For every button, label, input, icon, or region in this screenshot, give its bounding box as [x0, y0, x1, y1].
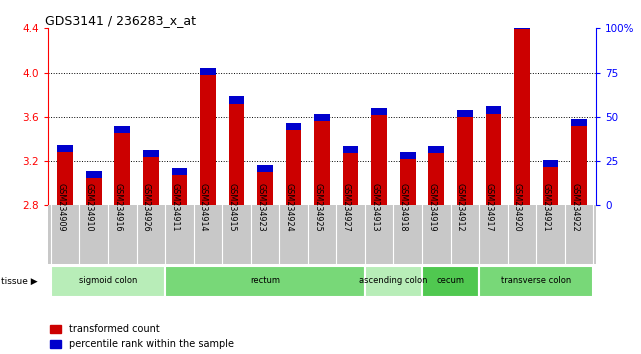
Bar [257, 165, 273, 172]
Bar [200, 75, 216, 205]
Text: GSM234917: GSM234917 [485, 183, 494, 232]
Bar [115, 133, 130, 205]
Bar [571, 119, 587, 126]
Bar [543, 160, 558, 167]
Bar [514, 22, 529, 29]
Bar [485, 107, 501, 114]
Text: GSM234927: GSM234927 [342, 183, 351, 232]
Bar [143, 156, 159, 205]
Bar [543, 167, 558, 205]
Bar [571, 126, 587, 205]
Text: GSM234919: GSM234919 [428, 183, 437, 232]
Bar [485, 114, 501, 205]
Text: GSM234910: GSM234910 [85, 183, 94, 231]
Bar [257, 172, 273, 205]
Bar [57, 152, 73, 205]
Bar [514, 29, 529, 205]
Text: GSM234925: GSM234925 [313, 183, 322, 232]
Text: GSM234916: GSM234916 [113, 183, 122, 231]
Bar [457, 117, 472, 205]
Text: GSM234921: GSM234921 [542, 183, 551, 232]
Bar [51, 266, 165, 297]
Bar [229, 104, 244, 205]
Text: GSM234911: GSM234911 [171, 183, 179, 231]
Bar [172, 169, 187, 176]
Bar [86, 171, 101, 178]
Bar [286, 130, 301, 205]
Bar [371, 108, 387, 115]
Text: transverse colon: transverse colon [501, 276, 571, 285]
Bar [422, 266, 479, 297]
Bar [200, 68, 216, 75]
Text: ascending colon: ascending colon [359, 276, 428, 285]
Bar [428, 153, 444, 205]
Bar [172, 176, 187, 205]
Bar [314, 114, 330, 121]
Text: GSM234914: GSM234914 [199, 183, 208, 231]
Bar [286, 123, 301, 130]
Text: GSM234922: GSM234922 [570, 183, 579, 232]
Bar [57, 145, 73, 152]
Bar [314, 121, 330, 205]
Text: tissue ▶: tissue ▶ [1, 277, 38, 286]
Text: GSM234915: GSM234915 [228, 183, 237, 232]
Text: GSM234920: GSM234920 [513, 183, 522, 232]
Text: GSM234923: GSM234923 [256, 183, 265, 232]
Bar [229, 97, 244, 104]
Bar [457, 110, 472, 117]
Bar [86, 178, 101, 205]
Bar [115, 126, 130, 133]
Bar [343, 146, 358, 153]
Text: GSM234924: GSM234924 [285, 183, 294, 232]
Text: GDS3141 / 236283_x_at: GDS3141 / 236283_x_at [46, 14, 196, 27]
Text: GSM234926: GSM234926 [142, 183, 151, 232]
Bar [343, 153, 358, 205]
Text: GSM234913: GSM234913 [370, 183, 379, 231]
Text: GSM234918: GSM234918 [399, 183, 408, 231]
Bar [165, 266, 365, 297]
Bar [479, 266, 594, 297]
Text: cecum: cecum [437, 276, 465, 285]
Text: GSM234912: GSM234912 [456, 183, 465, 232]
Text: rectum: rectum [250, 276, 280, 285]
Bar [400, 152, 415, 159]
Text: GSM234909: GSM234909 [56, 183, 65, 232]
Bar [371, 115, 387, 205]
Bar [365, 266, 422, 297]
Bar [143, 149, 159, 156]
Bar [400, 159, 415, 205]
Legend: transformed count, percentile rank within the sample: transformed count, percentile rank withi… [50, 324, 234, 349]
Bar [428, 146, 444, 153]
Text: sigmoid colon: sigmoid colon [79, 276, 137, 285]
